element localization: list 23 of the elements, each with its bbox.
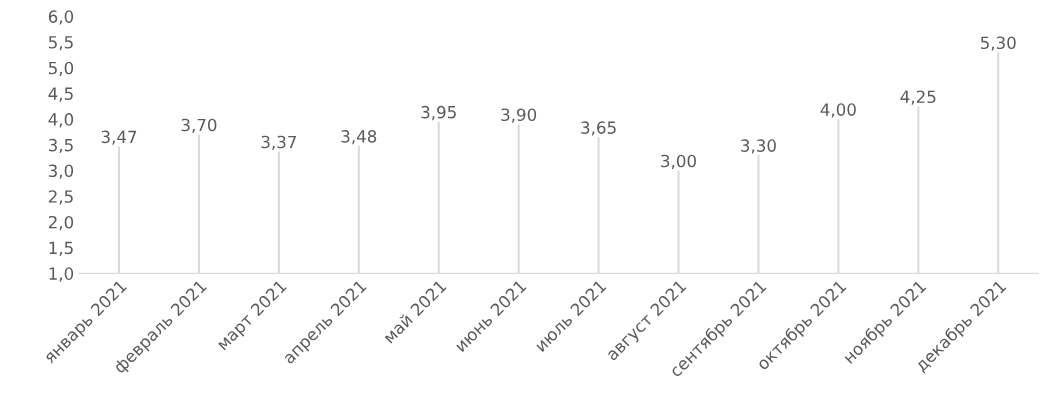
data-label: 3,65 (581, 121, 616, 136)
y-tick-label: 2,0 (48, 215, 74, 231)
data-label: 4,00 (820, 103, 856, 118)
data-label: 3,30 (741, 139, 776, 154)
data-label: 4,25 (900, 90, 936, 105)
data-label: 3,47 (101, 130, 137, 145)
y-tick-label: 4,0 (48, 113, 74, 128)
y-tick-label: 2,5 (48, 190, 73, 205)
y-tick-label: 5,0 (48, 61, 74, 76)
data-label: 3,95 (421, 105, 456, 121)
data-label: 3,37 (261, 135, 296, 150)
y-tick-label: 6,0 (48, 10, 74, 25)
y-tick-label: 4,5 (48, 87, 73, 102)
data-label: 3,48 (341, 130, 377, 145)
data-label: 3,70 (181, 118, 217, 134)
y-tick-label: 1,5 (49, 241, 73, 256)
y-tick-label: 3,5 (48, 138, 73, 154)
y-tick-label: 5,5 (48, 36, 73, 51)
data-label: 5,30 (980, 36, 1016, 51)
y-tick-label: 3,0 (48, 164, 74, 179)
y-tick-label: 1,0 (49, 267, 74, 282)
data-label: 3,90 (501, 108, 537, 123)
data-label: 3,00 (661, 154, 696, 170)
